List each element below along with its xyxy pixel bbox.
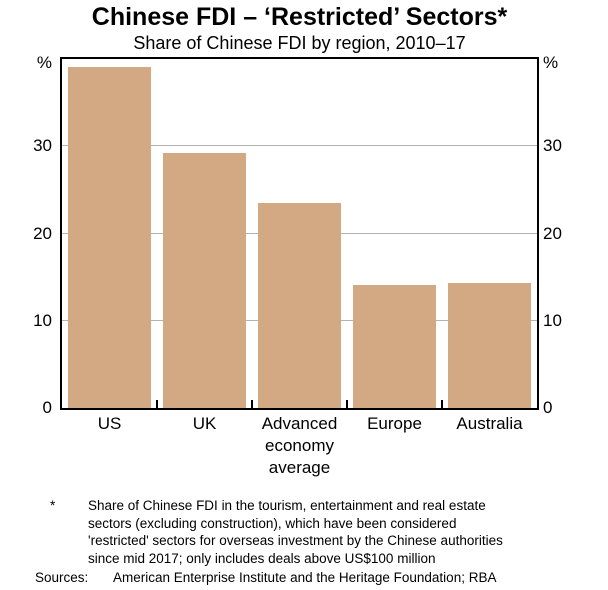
- y-tick-right-10: 10: [543, 310, 562, 330]
- bar-australia: [448, 283, 531, 408]
- chart-title: Chinese FDI – ‘Restricted’ Sectors*: [91, 3, 508, 31]
- x-label-us: US: [97, 414, 122, 433]
- plot-area: [60, 57, 539, 410]
- x-label-advanced-economy-average: Advanced economy average: [261, 414, 338, 477]
- sources-line: Sources: American Enterprise Institute an…: [35, 569, 496, 587]
- x-axis-category-tick: [251, 400, 253, 408]
- y-axis-unit-left: %: [36, 53, 52, 72]
- y-tick-left-20: 20: [33, 223, 52, 243]
- y-tick-left-0: 0: [42, 398, 52, 417]
- footnote-marker: *: [50, 498, 56, 513]
- sources-label: Sources:: [35, 570, 89, 585]
- chart-subtitle: Share of Chinese FDI by region, 2010–17: [133, 33, 466, 53]
- x-label-europe: Europe: [367, 414, 422, 433]
- bar-europe: [353, 284, 436, 408]
- gridline-30: [62, 145, 537, 147]
- bar-advanced-economy-average: [258, 202, 341, 408]
- bar-uk: [163, 153, 246, 408]
- y-tick-left-30: 30: [33, 136, 52, 156]
- y-axis-unit-right: %: [543, 53, 559, 72]
- y-tick-right-30: 30: [543, 136, 562, 156]
- bar-us: [68, 66, 151, 408]
- x-label-australia: Australia: [456, 414, 523, 433]
- x-axis-category-tick: [441, 400, 443, 408]
- x-label-uk: UK: [192, 414, 217, 433]
- x-axis-category-tick: [156, 400, 158, 408]
- x-axis-category-tick: [346, 400, 348, 408]
- sources-text: American Enterprise Institute and the He…: [113, 570, 497, 585]
- y-tick-left-10: 10: [33, 310, 52, 330]
- y-tick-right-0: 0: [543, 398, 553, 417]
- y-tick-right-20: 20: [543, 223, 562, 243]
- footnote-text: Share of Chinese FDI in the tourism, ent…: [88, 498, 503, 566]
